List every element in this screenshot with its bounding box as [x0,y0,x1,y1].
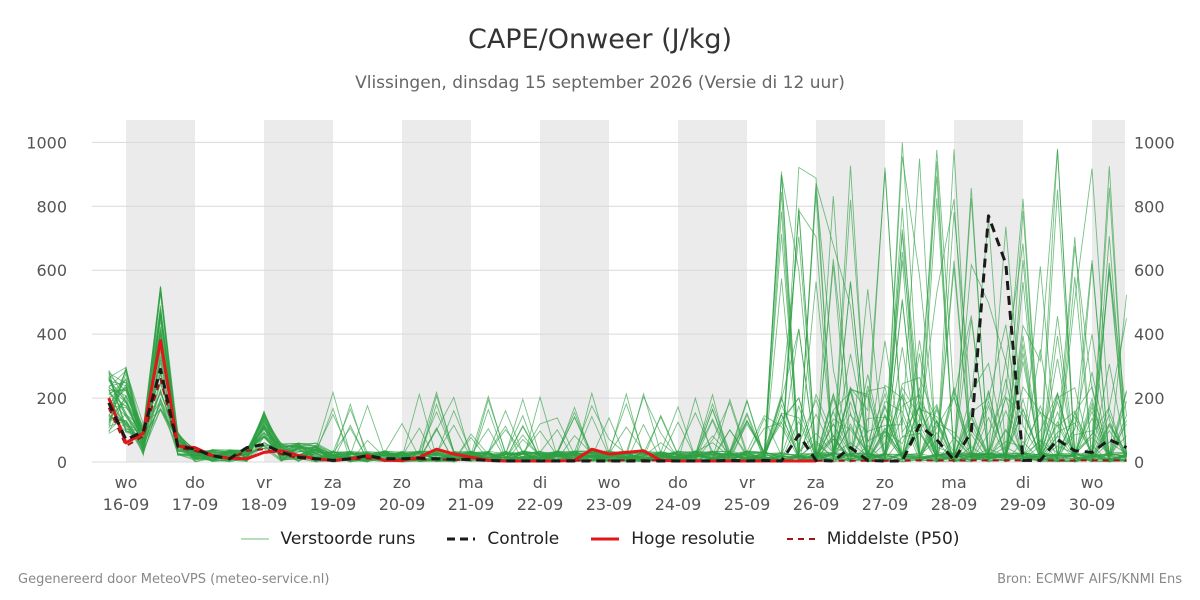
legend-label-median: Middelste (P50) [826,529,960,549]
y-tick-label-left: 200 [36,389,67,408]
axis-labels: 0 0 200 200 400 400 600 600 800 800 1000 1000 wo 16-0… [26,133,1174,514]
y-tick-label-right: 0 [1134,453,1144,472]
legend-label-control: Controle [487,529,560,549]
y-tick-label-right: 600 [1134,261,1165,280]
y-tick-label-left: 0 [57,453,67,472]
x-tick-label-date: 19-09 [310,495,357,514]
x-tick-label-date: 16-09 [103,495,150,514]
y-tick-label-right: 200 [1134,389,1165,408]
legend: Verstoorde runs Controle Hoge resolutie … [0,529,1200,549]
x-tick-label-day: za [807,473,825,492]
x-tick-label-day: do [185,473,205,492]
x-tick-label-date: 20-09 [379,495,426,514]
main-series [107,214,1128,463]
control-line [107,214,1128,463]
y-tick-label-left: 800 [36,197,67,216]
x-tick-label-day: vr [256,473,272,492]
x-tick-label-day: ma [458,473,483,492]
night-band [264,120,333,462]
x-tick-label-day: di [1016,473,1031,492]
legend-label-hires: Hoge resolutie [631,529,755,549]
x-tick-label-date: 21-09 [448,495,495,514]
legend-item-members[interactable]: Verstoorde runs [240,529,416,549]
member-line [108,149,1127,463]
footer-generator: Gegenereerd door MeteoVPS (meteo-service… [18,572,330,587]
chart-title: CAPE/Onweer (J/kg) [467,24,732,55]
x-tick-label-day: za [324,473,342,492]
x-tick-label-day: zo [876,473,894,492]
y-tick-label-left: 600 [36,261,67,280]
x-tick-label-day: wo [115,473,138,492]
x-tick-label-date: 23-09 [586,495,633,514]
x-tick-label-day: wo [1081,473,1104,492]
legend-swatch-hires [591,537,620,541]
x-tick-label-day: do [668,473,688,492]
x-tick-label-date: 28-09 [931,495,978,514]
y-tick-label-right: 800 [1134,197,1165,216]
x-tick-label-date: 30-09 [1069,495,1116,514]
y-tick-label-left: 400 [36,325,67,344]
y-tick-label-left: 1000 [26,133,67,152]
x-tick-label-date: 22-09 [517,495,564,514]
x-tick-label-day: ma [941,473,966,492]
x-tick-label-date: 17-09 [172,495,219,514]
legend-swatch-control [447,537,476,541]
y-tick-label-right: 400 [1134,325,1165,344]
member-line [108,142,1127,462]
x-tick-label-day: wo [598,473,621,492]
x-tick-label-date: 18-09 [241,495,288,514]
y-tick-label-right: 1000 [1134,133,1175,152]
legend-item-hires[interactable]: Hoge resolutie [591,529,755,549]
legend-item-control[interactable]: Controle [447,529,559,549]
legend-swatch-median [786,538,815,540]
x-tick-label-date: 27-09 [862,495,909,514]
x-tick-label-day: zo [393,473,411,492]
legend-label-members: Verstoorde runs [280,529,416,549]
legend-swatch-members [240,538,269,540]
x-tick-label-day: vr [739,473,755,492]
night-band [816,120,885,462]
night-band [402,120,471,462]
x-tick-label-date: 29-09 [1000,495,1047,514]
legend-item-median[interactable]: Middelste (P50) [786,529,960,549]
x-tick-label-day: di [533,473,548,492]
night-band [540,120,609,462]
x-tick-label-date: 25-09 [724,495,771,514]
footer-source: Bron: ECMWF AIFS/KNMI Ens [997,572,1182,587]
night-bands [126,120,1125,462]
x-tick-label-date: 24-09 [655,495,702,514]
chart-subtitle: Vlissingen, dinsdag 15 september 2026 (V… [355,73,845,93]
x-tick-label-date: 26-09 [793,495,840,514]
hires-line [107,339,816,463]
member-line [108,207,1127,463]
member-line [108,165,1127,463]
